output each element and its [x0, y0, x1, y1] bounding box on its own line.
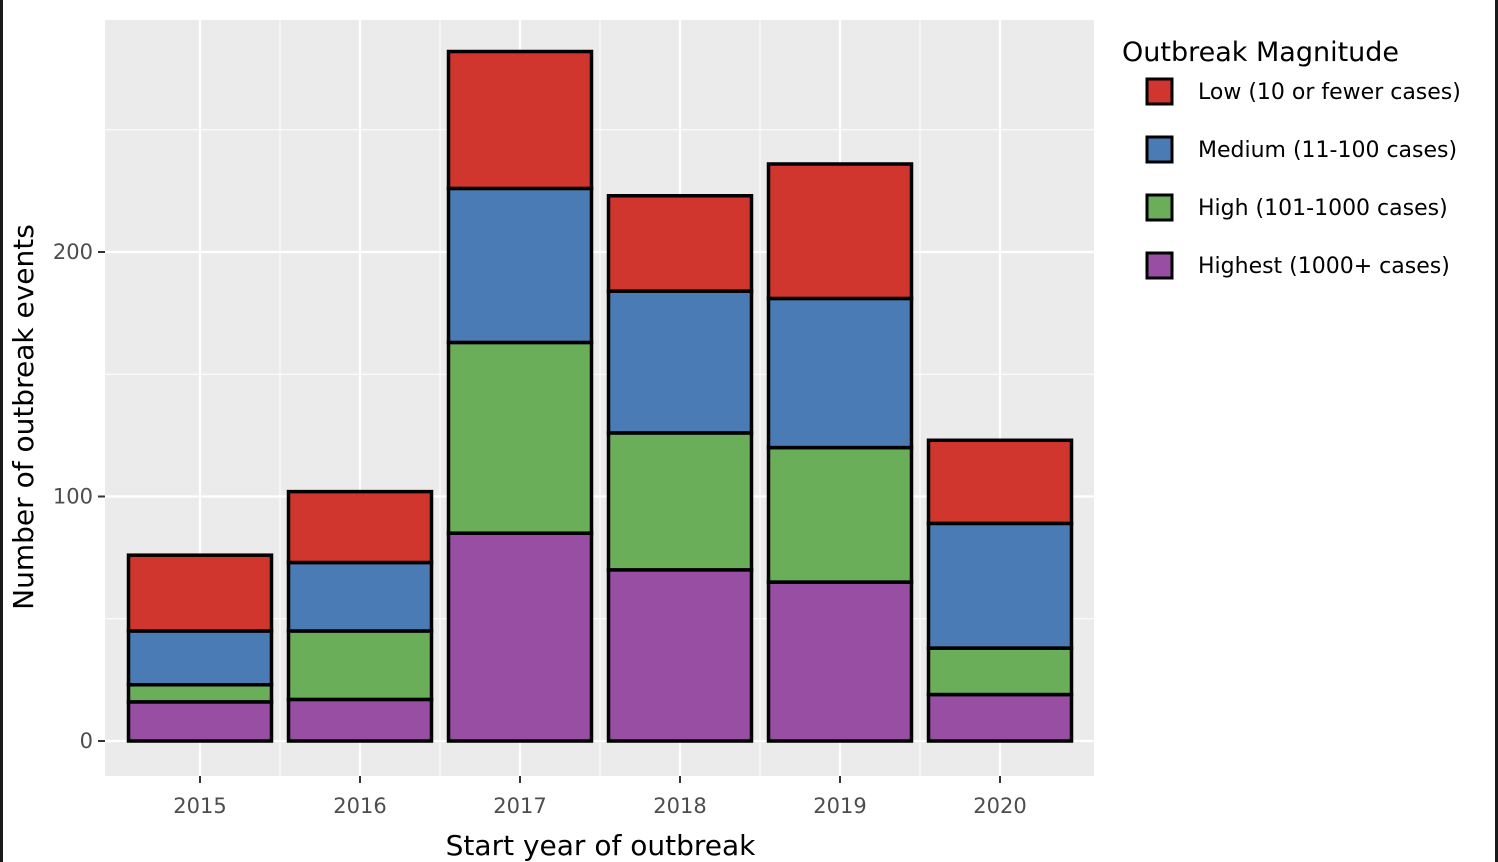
- bar-segment: [286, 489, 434, 565]
- bar-segment: [126, 700, 274, 743]
- legend-swatch: [1145, 251, 1174, 280]
- x-axis-title: Start year of outbreak: [446, 829, 756, 862]
- bar-segment: [446, 49, 594, 191]
- bar-segment: [766, 445, 914, 584]
- bar-segment: [606, 568, 754, 743]
- bar-segment: [766, 162, 914, 301]
- bar-stacks: [126, 49, 1074, 743]
- legend: Outbreak Magnitude Low (10 or fewer case…: [1122, 37, 1461, 280]
- bar-segment: [446, 340, 594, 535]
- x-axis-ticks: 2015 2016 2017 2018 2019 2020: [173, 776, 1027, 818]
- bar-segment: [926, 438, 1074, 526]
- bar-segment: [126, 553, 274, 633]
- bar-segment: [926, 646, 1074, 697]
- bar-segment: [126, 629, 274, 687]
- legend-title: Outbreak Magnitude: [1122, 37, 1399, 68]
- y-axis-title: Number of outbreak events: [7, 224, 40, 610]
- bar-segment: [926, 692, 1074, 743]
- legend-swatch: [1145, 135, 1174, 164]
- bar-segment: [606, 289, 754, 435]
- y-axis-ticks: 0 100 200: [53, 240, 105, 753]
- legend-items: Low (10 or fewer cases) Medium (11-100 ca…: [1145, 77, 1461, 280]
- bar-segment: [766, 580, 914, 743]
- x-tick-label: 2020: [973, 794, 1026, 818]
- legend-swatch: [1145, 77, 1174, 106]
- x-tick-label: 2019: [813, 794, 866, 818]
- y-tick-label: 200: [53, 240, 93, 264]
- bar-segment: [606, 431, 754, 572]
- bar-segment: [286, 697, 434, 743]
- x-tick-label: 2016: [333, 794, 386, 818]
- frame-left-edge: [0, 0, 3, 862]
- y-tick-label: 100: [53, 485, 93, 509]
- bar-segment: [606, 194, 754, 293]
- bar-segment: [286, 629, 434, 702]
- bar-segment: [766, 296, 914, 450]
- bar-segment: [446, 186, 594, 345]
- legend-label: Highest (1000+ cases): [1198, 254, 1450, 279]
- bar-segment: [126, 683, 274, 704]
- x-tick-label: 2015: [173, 794, 226, 818]
- frame-right-edge: [1495, 0, 1498, 862]
- x-tick-label: 2018: [653, 794, 706, 818]
- bar-segment: [286, 560, 434, 633]
- bar-segment: [446, 531, 594, 743]
- legend-swatch: [1145, 193, 1174, 222]
- legend-label: Medium (11-100 cases): [1198, 138, 1457, 163]
- y-tick-label: 0: [80, 729, 93, 753]
- legend-label: Low (10 or fewer cases): [1198, 80, 1461, 105]
- bar-segment: [926, 521, 1074, 650]
- x-tick-label: 2017: [493, 794, 546, 818]
- legend-label: High (101-1000 cases): [1198, 196, 1448, 221]
